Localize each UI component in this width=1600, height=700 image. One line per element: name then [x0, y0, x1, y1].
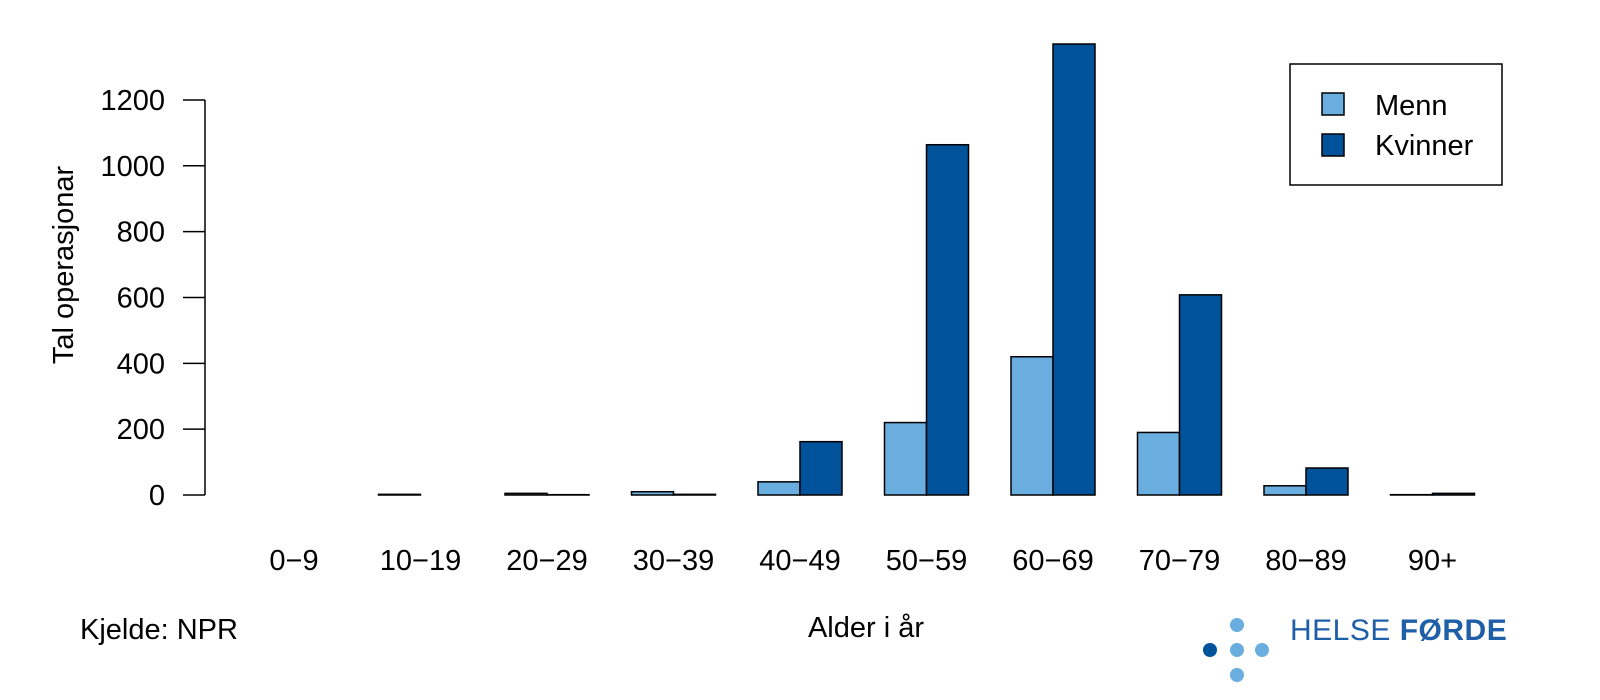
logo-text: HELSE FØRDE: [1290, 614, 1507, 648]
legend-label-menn: Menn: [1375, 90, 1448, 122]
y-axis: 0 200 400 600 800 1000 1200: [100, 85, 206, 512]
bar-menn-7: [1136, 431, 1181, 496]
y-tick-label: 200: [117, 414, 165, 446]
bar-kvinner-9: [1431, 492, 1476, 496]
logo-text-bold: FØRDE: [1399, 614, 1508, 647]
y-tick-label: 800: [117, 217, 165, 249]
x-tick-label: 40−49: [759, 545, 840, 577]
y-tick-label: 1000: [100, 151, 165, 183]
bar-menn-5: [883, 421, 928, 496]
x-tick-label: 70−79: [1139, 545, 1220, 577]
legend-box: [1289, 63, 1503, 186]
bar-kvinner-5: [925, 143, 970, 496]
bars: [377, 43, 1476, 496]
logo-text-regular: HELSE: [1290, 614, 1400, 647]
bar-kvinner-4: [799, 440, 843, 496]
x-tick-label: 50−59: [886, 545, 967, 577]
x-axis-title: Alder i år: [808, 612, 924, 644]
bar-menn-8: [1263, 485, 1307, 496]
y-tick-label: 400: [117, 348, 165, 380]
x-tick-label: 20−29: [506, 545, 587, 577]
x-tick-label: 0−9: [269, 545, 318, 577]
x-tick-labels: 0−9 10−19 20−29 30−39 40−49 50−59 60−69 70−79 80…: [269, 545, 1457, 577]
y-tick-label: 600: [117, 282, 165, 314]
bar-menn-2: [504, 492, 548, 496]
bar-kvinner-7: [1178, 294, 1223, 496]
x-tick-label: 90+: [1408, 545, 1457, 577]
source-note: Kjelde: NPR: [80, 614, 238, 646]
bar-kvinner-8: [1305, 467, 1349, 496]
y-axis-title: Tal operasjonar: [48, 166, 80, 365]
bar-menn-1: [377, 493, 422, 496]
bar-kvinner-3: [672, 493, 717, 496]
y-tick-label: 0: [149, 480, 165, 512]
bar-kvinner-6: [1052, 43, 1096, 496]
bar-menn-4: [757, 481, 801, 496]
x-tick-label: 10−19: [380, 545, 461, 577]
bar-menn-6: [1010, 355, 1054, 496]
y-tick-label: 1200: [100, 85, 165, 117]
legend-label-kvinner: Kvinner: [1375, 130, 1474, 162]
x-tick-label: 80−89: [1265, 545, 1346, 577]
bar-menn-3: [630, 490, 675, 496]
legend-swatch-menn: [1321, 92, 1345, 116]
helse-forde-logo-icon: [1203, 618, 1269, 682]
legend: Menn Kvinner: [1289, 63, 1503, 186]
x-tick-label: 30−39: [633, 545, 714, 577]
x-tick-label: 60−69: [1012, 545, 1093, 577]
legend-swatch-kvinner: [1321, 133, 1345, 157]
